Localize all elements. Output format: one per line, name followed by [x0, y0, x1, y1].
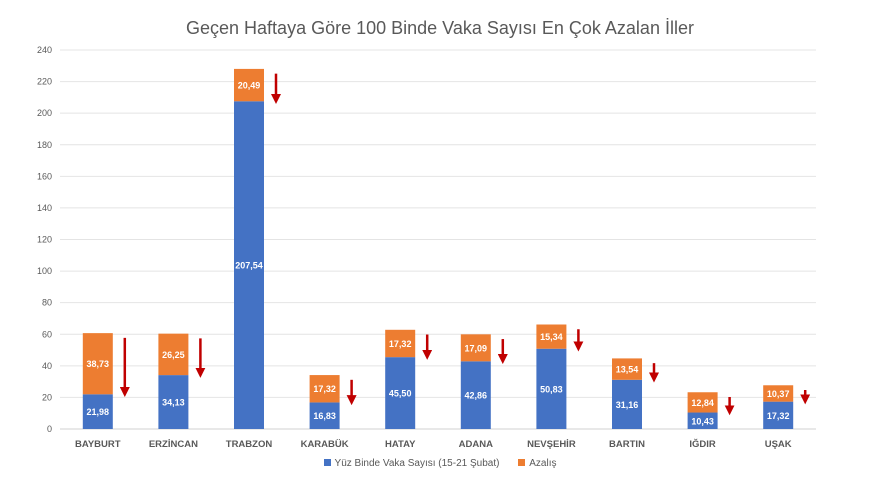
- bar-cases: [234, 101, 264, 429]
- bar-decrease: [612, 358, 642, 380]
- bar-cases: [385, 357, 416, 429]
- bar-decrease: [158, 333, 189, 376]
- data-label: 26,25: [162, 350, 185, 360]
- bar-cases: [536, 348, 567, 429]
- data-label: 17,32: [767, 411, 790, 421]
- bar-decrease: [234, 68, 264, 102]
- y-tick-label: 220: [37, 77, 52, 87]
- y-tick-label: 40: [42, 361, 52, 371]
- data-label: 20,49: [238, 81, 261, 91]
- bar-cases: [460, 361, 491, 429]
- x-tick-label: HATAY: [385, 439, 416, 450]
- bar-decrease: [385, 329, 416, 358]
- y-tick-label: 60: [42, 329, 52, 339]
- x-tick-label: IĞDIR: [689, 438, 716, 450]
- bar-decrease: [687, 392, 718, 413]
- legend-swatch: [518, 459, 526, 466]
- x-tick-label: UŞAK: [765, 439, 792, 450]
- bar-decrease: [82, 333, 113, 395]
- data-label: 15,34: [540, 332, 563, 342]
- legend: Yüz Binde Vaka Sayısı (15-21 Şubat) Azal…: [0, 458, 880, 469]
- y-tick-label: 100: [37, 266, 52, 276]
- data-label: 38,73: [87, 359, 110, 369]
- y-tick-label: 180: [37, 140, 52, 150]
- chart-title: Geçen Haftaya Göre 100 Binde Vaka Sayısı…: [186, 18, 694, 38]
- x-tick-label: NEVŞEHİR: [527, 439, 576, 450]
- data-label: 10,37: [767, 389, 790, 399]
- y-tick-label: 0: [47, 424, 52, 434]
- bar-decrease: [763, 385, 794, 402]
- x-tick-label: ERZİNCAN: [149, 439, 198, 450]
- y-tick-label: 80: [42, 298, 52, 308]
- data-label: 21,98: [87, 407, 110, 417]
- bar-cases: [687, 412, 718, 429]
- data-label: 13,54: [616, 365, 639, 375]
- legend-swatch: [323, 459, 331, 466]
- data-label: 17,32: [389, 339, 412, 349]
- data-label: 17,09: [465, 343, 488, 353]
- legend-item-decrease: Azalış: [518, 458, 556, 469]
- bar-cases: [763, 401, 794, 429]
- data-label: 17,32: [313, 384, 336, 394]
- bar-decrease: [536, 324, 567, 349]
- bar-cases: [309, 402, 340, 429]
- data-label: 42,86: [465, 391, 488, 401]
- y-tick-label: 140: [37, 203, 52, 213]
- x-tick-label: TRABZON: [226, 439, 273, 450]
- bar-cases: [158, 375, 189, 429]
- bar-cases: [82, 394, 113, 429]
- data-label: 12,84: [691, 398, 714, 408]
- data-label: 45,50: [389, 389, 412, 399]
- y-tick-label: 240: [37, 45, 52, 55]
- data-label: 10,43: [691, 416, 714, 426]
- legend-item-cases: Yüz Binde Vaka Sayısı (15-21 Şubat): [323, 458, 499, 469]
- x-tick-label: ADANA: [459, 439, 493, 450]
- data-label: 16,83: [313, 411, 336, 421]
- y-tick-label: 120: [37, 235, 52, 245]
- bar-decrease: [460, 334, 491, 362]
- y-tick-label: 20: [42, 392, 52, 402]
- bar-cases: [612, 379, 642, 429]
- data-label: 207,54: [235, 261, 263, 271]
- data-label: 34,13: [162, 398, 185, 408]
- y-tick-label: 200: [37, 108, 52, 118]
- y-tick-label: 160: [37, 171, 52, 181]
- x-tick-label: KARABÜK: [301, 439, 349, 450]
- data-label: 50,83: [540, 384, 563, 394]
- bar-decrease: [309, 375, 340, 403]
- x-tick-label: BAYBURT: [75, 439, 121, 450]
- x-tick-label: BARTIN: [609, 439, 645, 450]
- data-label: 31,16: [616, 400, 639, 410]
